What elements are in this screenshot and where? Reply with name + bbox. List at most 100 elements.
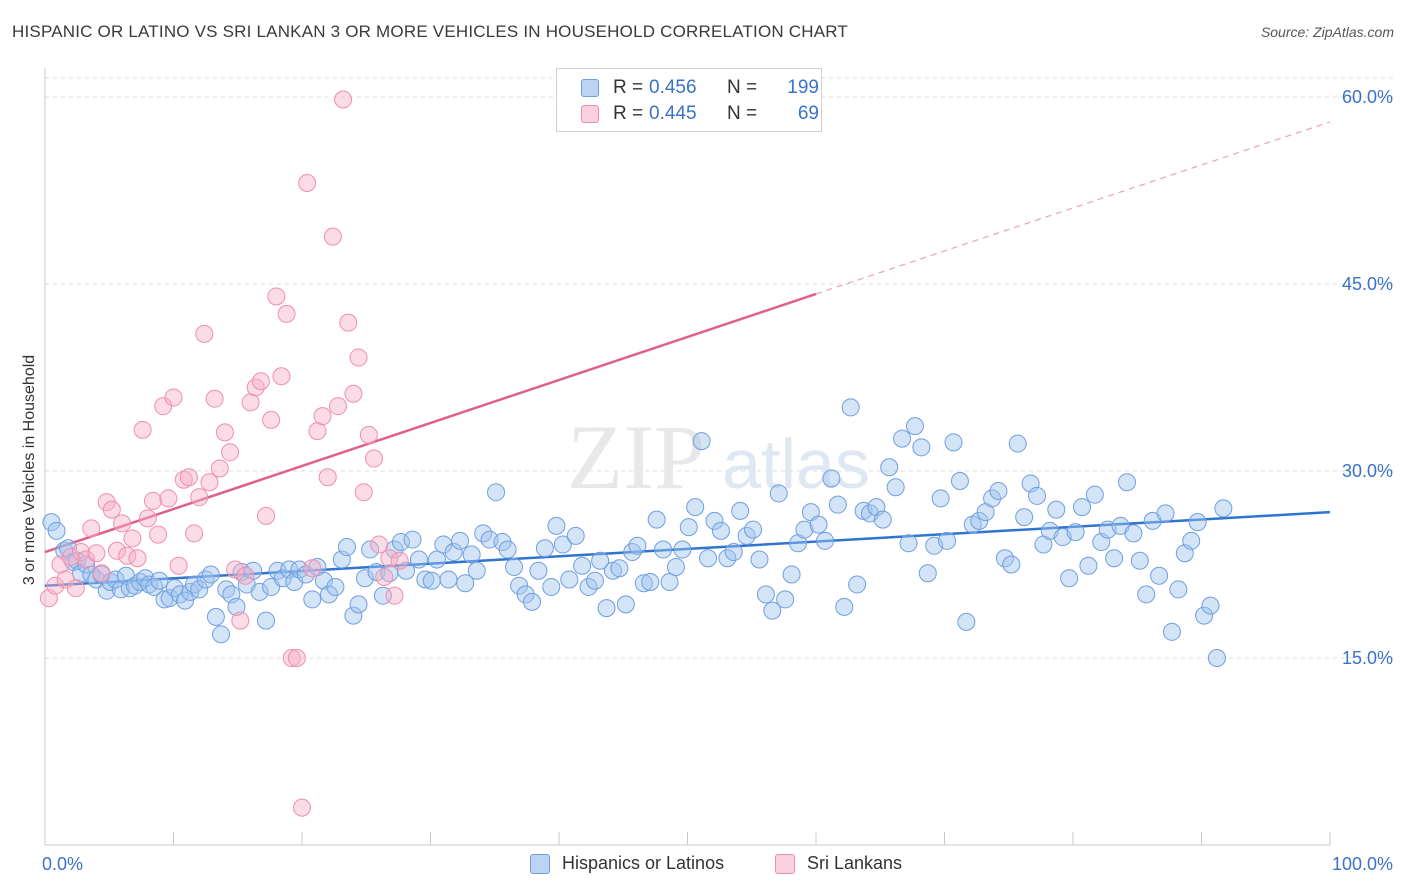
hispanic-point [1072,498,1091,517]
hispanic-point [989,481,1008,500]
hispanic-point [815,531,834,550]
pink-swatch [775,854,795,874]
watermark-zip: ZIP [567,406,705,508]
hispanic-point [451,531,470,550]
srilankan-point [149,525,168,544]
srilankan-trend-line [44,292,817,554]
tick-labels: 15.0% 30.0% 45.0% 60.0% 0.0% 100.0% [42,87,1393,874]
srilankan-point [344,384,363,403]
srilankan-point [215,423,234,442]
hispanic-point [349,595,368,614]
srilankan-point [169,556,188,575]
srilankan-point [298,174,317,193]
hispanic-point [610,559,629,578]
srilankan-point [92,564,111,583]
hispanic-point [505,557,524,576]
srilankan-point [313,407,332,426]
hispanic-point [686,498,705,517]
srilankan-point [221,443,240,462]
n-value: 199 [787,77,819,98]
hispanic-point [699,549,718,568]
legend-label: Sri Lankans [807,853,903,873]
hispanic-point [634,574,653,593]
srilankan-point [66,579,85,598]
srilankan-point [82,519,101,538]
hispanic-point [1124,524,1143,543]
srilankan-point [185,524,204,543]
hispanic-point [835,597,854,616]
hispanic-point [899,534,918,553]
srilankan-trend-extension [815,121,1331,295]
hispanic-point [444,543,463,562]
hispanic-point [190,580,209,599]
hispanic-point [467,561,486,580]
hispanic-point [950,471,969,490]
chart-title: HISPANIC OR LATINO VS SRI LANKAN 3 OR MO… [12,22,849,41]
stats-box: R = 0.456 N = 199 R = 0.445 N = 69 [556,68,822,132]
hispanic-point [1150,566,1169,585]
srilankan-point [339,313,358,332]
hispanic-point [212,625,231,644]
axes [44,68,1331,846]
srilankan-point [354,483,373,502]
y-tick-label: 15.0% [1342,648,1393,668]
hispanic-point [776,590,795,609]
hispanic-point [1130,551,1149,570]
srilankan-point [287,649,306,667]
hispanic-point [319,585,338,604]
hispanic-point [566,526,585,545]
hispanic-point [160,589,179,608]
x-tick-label: 0.0% [42,854,83,874]
hispanic-point [616,595,635,614]
n-label: N = [727,77,758,98]
hispanic-point [1201,596,1220,615]
hispanic-point [711,521,730,540]
srilankan-point [138,509,157,528]
hispanic-point [809,515,828,534]
srilankan-point [236,566,255,585]
hispanic-point [217,580,236,599]
srilankan-point [349,348,368,367]
hispanic-point [782,565,801,584]
hispanic-point [326,577,345,596]
hispanic-point [42,513,61,532]
hispanic-point [666,557,685,576]
srilankan-point [143,491,162,510]
srilankan-point [164,388,183,407]
hispanic-point [1060,569,1079,588]
srilankan-point [272,367,291,386]
hispanic-point [1002,555,1021,574]
srilankan-point [277,304,296,323]
hispanic-point [641,572,660,591]
hispanic-point [769,484,788,503]
hispanic-point [1182,531,1201,550]
srilankan-point [61,548,80,567]
y-tick-label: 45.0% [1342,274,1393,294]
srilankan-point [205,389,224,408]
hispanic-point [938,531,957,550]
hispanic-point [1008,434,1027,453]
r-label: R = [613,77,644,98]
srilankan-point [226,560,245,579]
blue-swatch [530,854,550,874]
hispanic-point [591,551,610,570]
hispanic-point [487,483,506,502]
hispanic-point [918,564,937,583]
blue-swatch [581,79,599,97]
hispanic-point [822,469,841,488]
hispanic-point [523,592,542,611]
hispanic-point [439,570,458,589]
r-value: 0.445 [649,103,697,124]
hispanic-point [1137,585,1156,604]
hispanic-point [983,489,1002,508]
hispanic-point [303,590,322,609]
hispanic-point [196,570,215,589]
srilankan-point [200,473,219,492]
srilankan-point [267,287,286,306]
hispanic-point [1214,499,1233,518]
hispanic-point [1162,622,1181,641]
hispanic-point [841,398,860,417]
hispanic-point [47,521,66,540]
srilankan-point [113,514,132,533]
